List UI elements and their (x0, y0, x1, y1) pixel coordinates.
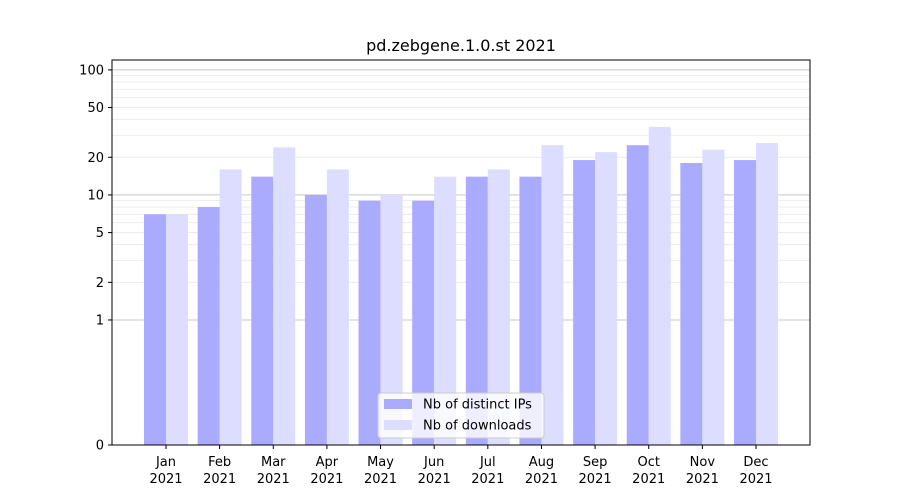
y-tick-label: 10 (87, 188, 104, 203)
bar-distinct-ips (251, 176, 274, 445)
bar-downloads (434, 176, 457, 445)
x-tick-label-month: Aug (529, 455, 554, 470)
legend-label: Nb of downloads (423, 419, 532, 434)
x-axis: Jan 2021 Feb 2021 Mar 2021 Apr 2021 May 2021 Jun 20… (149, 445, 773, 487)
x-tick-label-month: Mar (261, 455, 286, 470)
bar-downloads (380, 194, 403, 445)
x-tick-label-year: 2021 (364, 472, 397, 487)
x-tick-label-year: 2021 (632, 472, 665, 487)
x-tick-label-year: 2021 (310, 472, 343, 487)
legend-label: Nb of distinct IPs (423, 398, 532, 413)
bar-downloads (702, 149, 725, 446)
x-tick-label-month: Dec (743, 455, 768, 470)
x-tick-label-month: Oct (637, 455, 659, 470)
y-axis: 0 1 2 5 10 20 50 100 (79, 63, 112, 454)
bar-distinct-ips (412, 200, 435, 445)
bar-distinct-ips (144, 214, 166, 445)
bar-downloads (756, 143, 778, 445)
x-tick-label-year: 2021 (257, 472, 290, 487)
bar-distinct-ips (304, 194, 327, 445)
bar-distinct-ips (573, 160, 596, 445)
plot-frame (111, 59, 811, 446)
x-tick-label-year: 2021 (525, 472, 558, 487)
bar-distinct-ips (519, 176, 542, 445)
y-tick-label: 0 (96, 439, 104, 454)
x-tick-label-month: Apr (316, 455, 339, 470)
legend-swatch (384, 420, 412, 430)
bar-downloads (541, 145, 564, 445)
y-tick-label: 1 (96, 313, 104, 328)
x-tick-label-month: Jun (423, 455, 444, 470)
x-tick-label-year: 2021 (418, 472, 451, 487)
y-tick-label: 50 (87, 101, 104, 116)
x-tick-label-year: 2021 (471, 472, 504, 487)
bars (144, 126, 778, 446)
x-tick-label-month: Feb (208, 455, 231, 470)
bar-distinct-ips (465, 176, 488, 445)
legend-box (377, 392, 545, 439)
bar-downloads (166, 214, 188, 445)
x-tick-label-month: May (367, 455, 394, 470)
bar-downloads (595, 152, 618, 445)
legend-swatch (384, 399, 412, 409)
bar-downloads (487, 169, 510, 445)
bar-downloads (648, 126, 671, 446)
x-tick-label-month: Nov (690, 455, 716, 470)
y-tick-label: 5 (96, 226, 104, 241)
chart-title: pd.zebgene.1.0.st 2021 (366, 36, 556, 55)
legend: Nb of distinct IPs Nb of downloads (377, 392, 545, 439)
bar-distinct-ips (734, 160, 756, 445)
bar-distinct-ips (358, 200, 381, 445)
x-tick-label-month: Jan (155, 455, 176, 470)
x-tick-label-year: 2021 (149, 472, 182, 487)
bar-downloads (273, 147, 296, 446)
bar-downloads (326, 169, 349, 445)
x-tick-label-year: 2021 (686, 472, 719, 487)
y-tick-label: 2 (96, 276, 104, 291)
bar-distinct-ips (197, 207, 220, 445)
x-tick-label-month: Jul (479, 455, 496, 470)
x-tick-label-year: 2021 (203, 472, 236, 487)
y-tick-label: 100 (79, 63, 104, 78)
bar-distinct-ips (680, 163, 703, 445)
bar-distinct-ips (626, 145, 649, 445)
y-tick-label: 20 (87, 151, 104, 166)
x-tick-label-year: 2021 (579, 472, 612, 487)
bar-downloads (219, 169, 242, 445)
x-tick-label-month: Sep (583, 455, 608, 470)
x-tick-label-year: 2021 (739, 472, 772, 487)
